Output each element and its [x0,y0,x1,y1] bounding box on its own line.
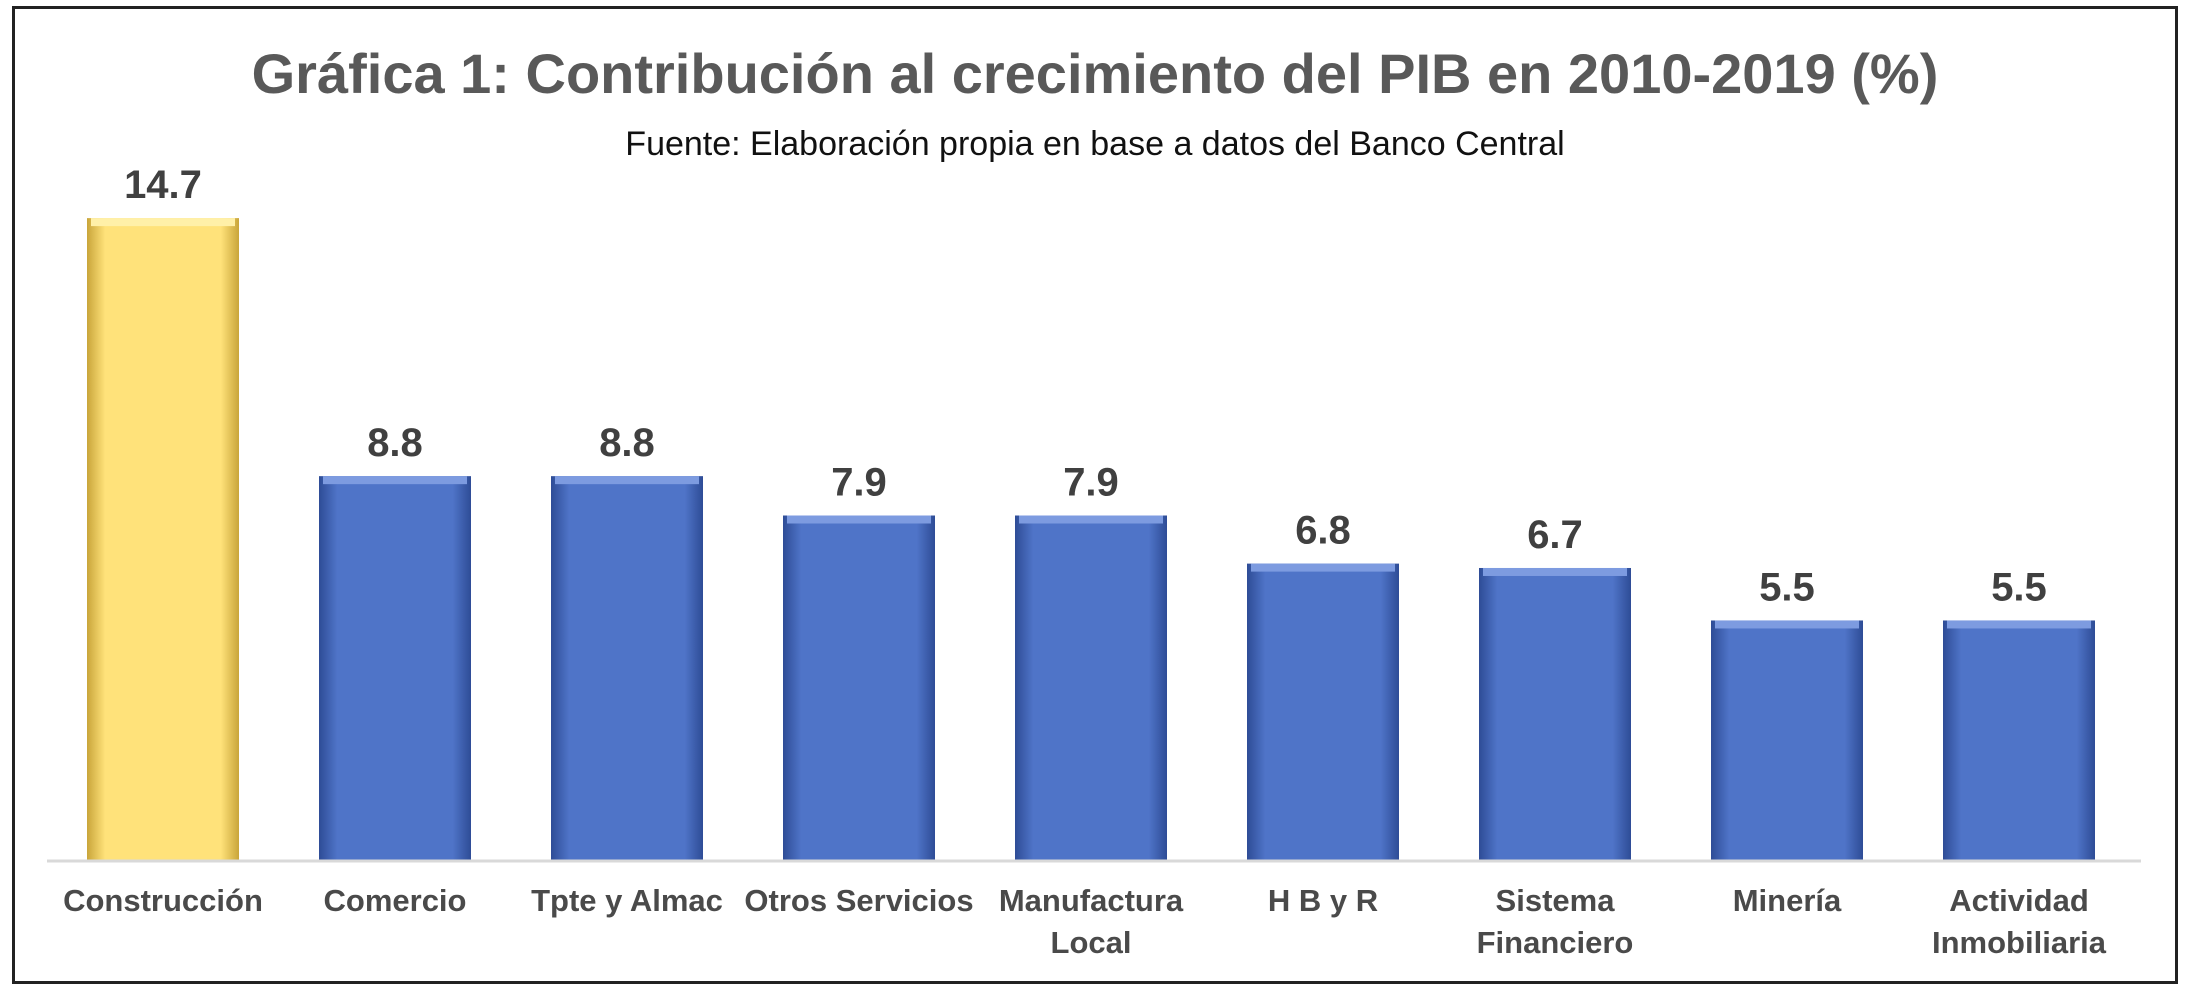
bar-1 [87,218,239,861]
category-label-6: H B y R [1268,883,1378,918]
value-label-8: 5.5 [1759,565,1815,609]
bar-6 [1247,563,1399,861]
category-label-4: Otros Servicios [744,883,973,918]
value-label-9: 5.5 [1991,565,2047,609]
bar-highlight-2 [323,476,467,485]
value-label-2: 8.8 [367,421,423,465]
category-label-9: Actividad [1949,883,2089,918]
value-label-7: 6.7 [1527,513,1583,557]
category-label-5: Manufactura [999,883,1184,918]
bar-5 [1015,515,1167,861]
chart-title: Gráfica 1: Contribución al crecimiento d… [252,42,1939,105]
category-label-8: Minería [1733,883,1842,918]
category-label-7-line2: Financiero [1477,925,1634,960]
chart-frame: Gráfica 1: Contribución al crecimiento d… [12,6,2178,984]
value-label-3: 8.8 [599,421,655,465]
category-label-7: Sistema [1496,883,1616,918]
labels-group: 14.7 Construcción 8.8 Comercio 8.8 Tpte y Alm… [63,163,2107,960]
category-label-5-line2: Local [1051,925,1132,960]
bar-7 [1479,567,1631,861]
bar-highlight-6 [1251,563,1395,572]
bars-group [87,218,2095,861]
bar-highlight-9 [1947,620,2091,629]
value-label-1: 14.7 [124,163,202,207]
category-label-3: Tpte y Almac [531,883,723,918]
bar-9 [1943,620,2095,861]
bar-highlight-7 [1483,567,1627,576]
category-label-1: Construcción [63,883,263,918]
bar-chart: Gráfica 1: Contribución al crecimiento d… [47,42,2141,960]
bar-highlight-4 [787,515,931,524]
category-label-9-line2: Inmobiliaria [1932,925,2107,960]
bar-highlight-1 [91,218,235,227]
category-label-2: Comercio [324,883,467,918]
bar-3 [551,476,703,861]
bar-highlight-5 [1019,515,1163,524]
bar-4 [783,515,935,861]
value-label-6: 6.8 [1295,509,1351,553]
chart-subtitle: Fuente: Elaboración propia en base a dat… [625,125,1564,163]
bar-highlight-3 [555,476,699,485]
bar-2 [319,476,471,861]
bar-highlight-8 [1715,620,1859,629]
value-label-4: 7.9 [831,461,887,505]
value-label-5: 7.9 [1063,461,1119,505]
bar-8 [1711,620,1863,861]
